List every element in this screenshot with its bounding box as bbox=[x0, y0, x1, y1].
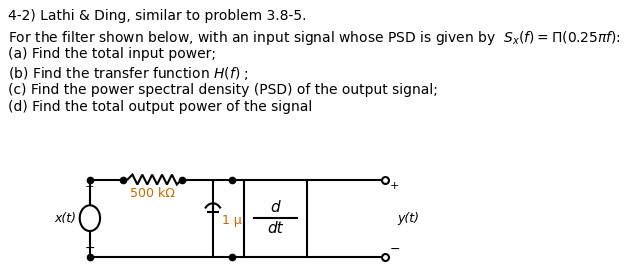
Text: For the filter shown below, with an input signal whose PSD is given by  $S_x(f) : For the filter shown below, with an inpu… bbox=[8, 29, 621, 47]
Text: x(t): x(t) bbox=[55, 212, 76, 225]
Text: −: − bbox=[390, 243, 401, 256]
Text: (d) Find the total output power of the signal: (d) Find the total output power of the s… bbox=[8, 100, 312, 114]
Text: 1 μF: 1 μF bbox=[222, 214, 249, 227]
Text: d: d bbox=[271, 200, 280, 215]
Text: (b) Find the transfer function $H(f)$ ;: (b) Find the transfer function $H(f)$ ; bbox=[8, 65, 248, 82]
Text: dt: dt bbox=[268, 221, 283, 236]
Text: +: + bbox=[85, 182, 95, 192]
Text: y(t): y(t) bbox=[398, 212, 419, 225]
Bar bbox=[244, 179, 307, 257]
Text: −: − bbox=[85, 242, 95, 255]
Text: 4-2) Lathi & Ding, similar to problem 3.8-5.: 4-2) Lathi & Ding, similar to problem 3.… bbox=[8, 9, 306, 23]
Text: (a) Find the total input power;: (a) Find the total input power; bbox=[8, 47, 216, 61]
Text: 500 kΩ: 500 kΩ bbox=[130, 187, 174, 201]
Text: (c) Find the power spectral density (PSD) of the output signal;: (c) Find the power spectral density (PSD… bbox=[8, 82, 438, 96]
Text: +: + bbox=[390, 181, 399, 190]
